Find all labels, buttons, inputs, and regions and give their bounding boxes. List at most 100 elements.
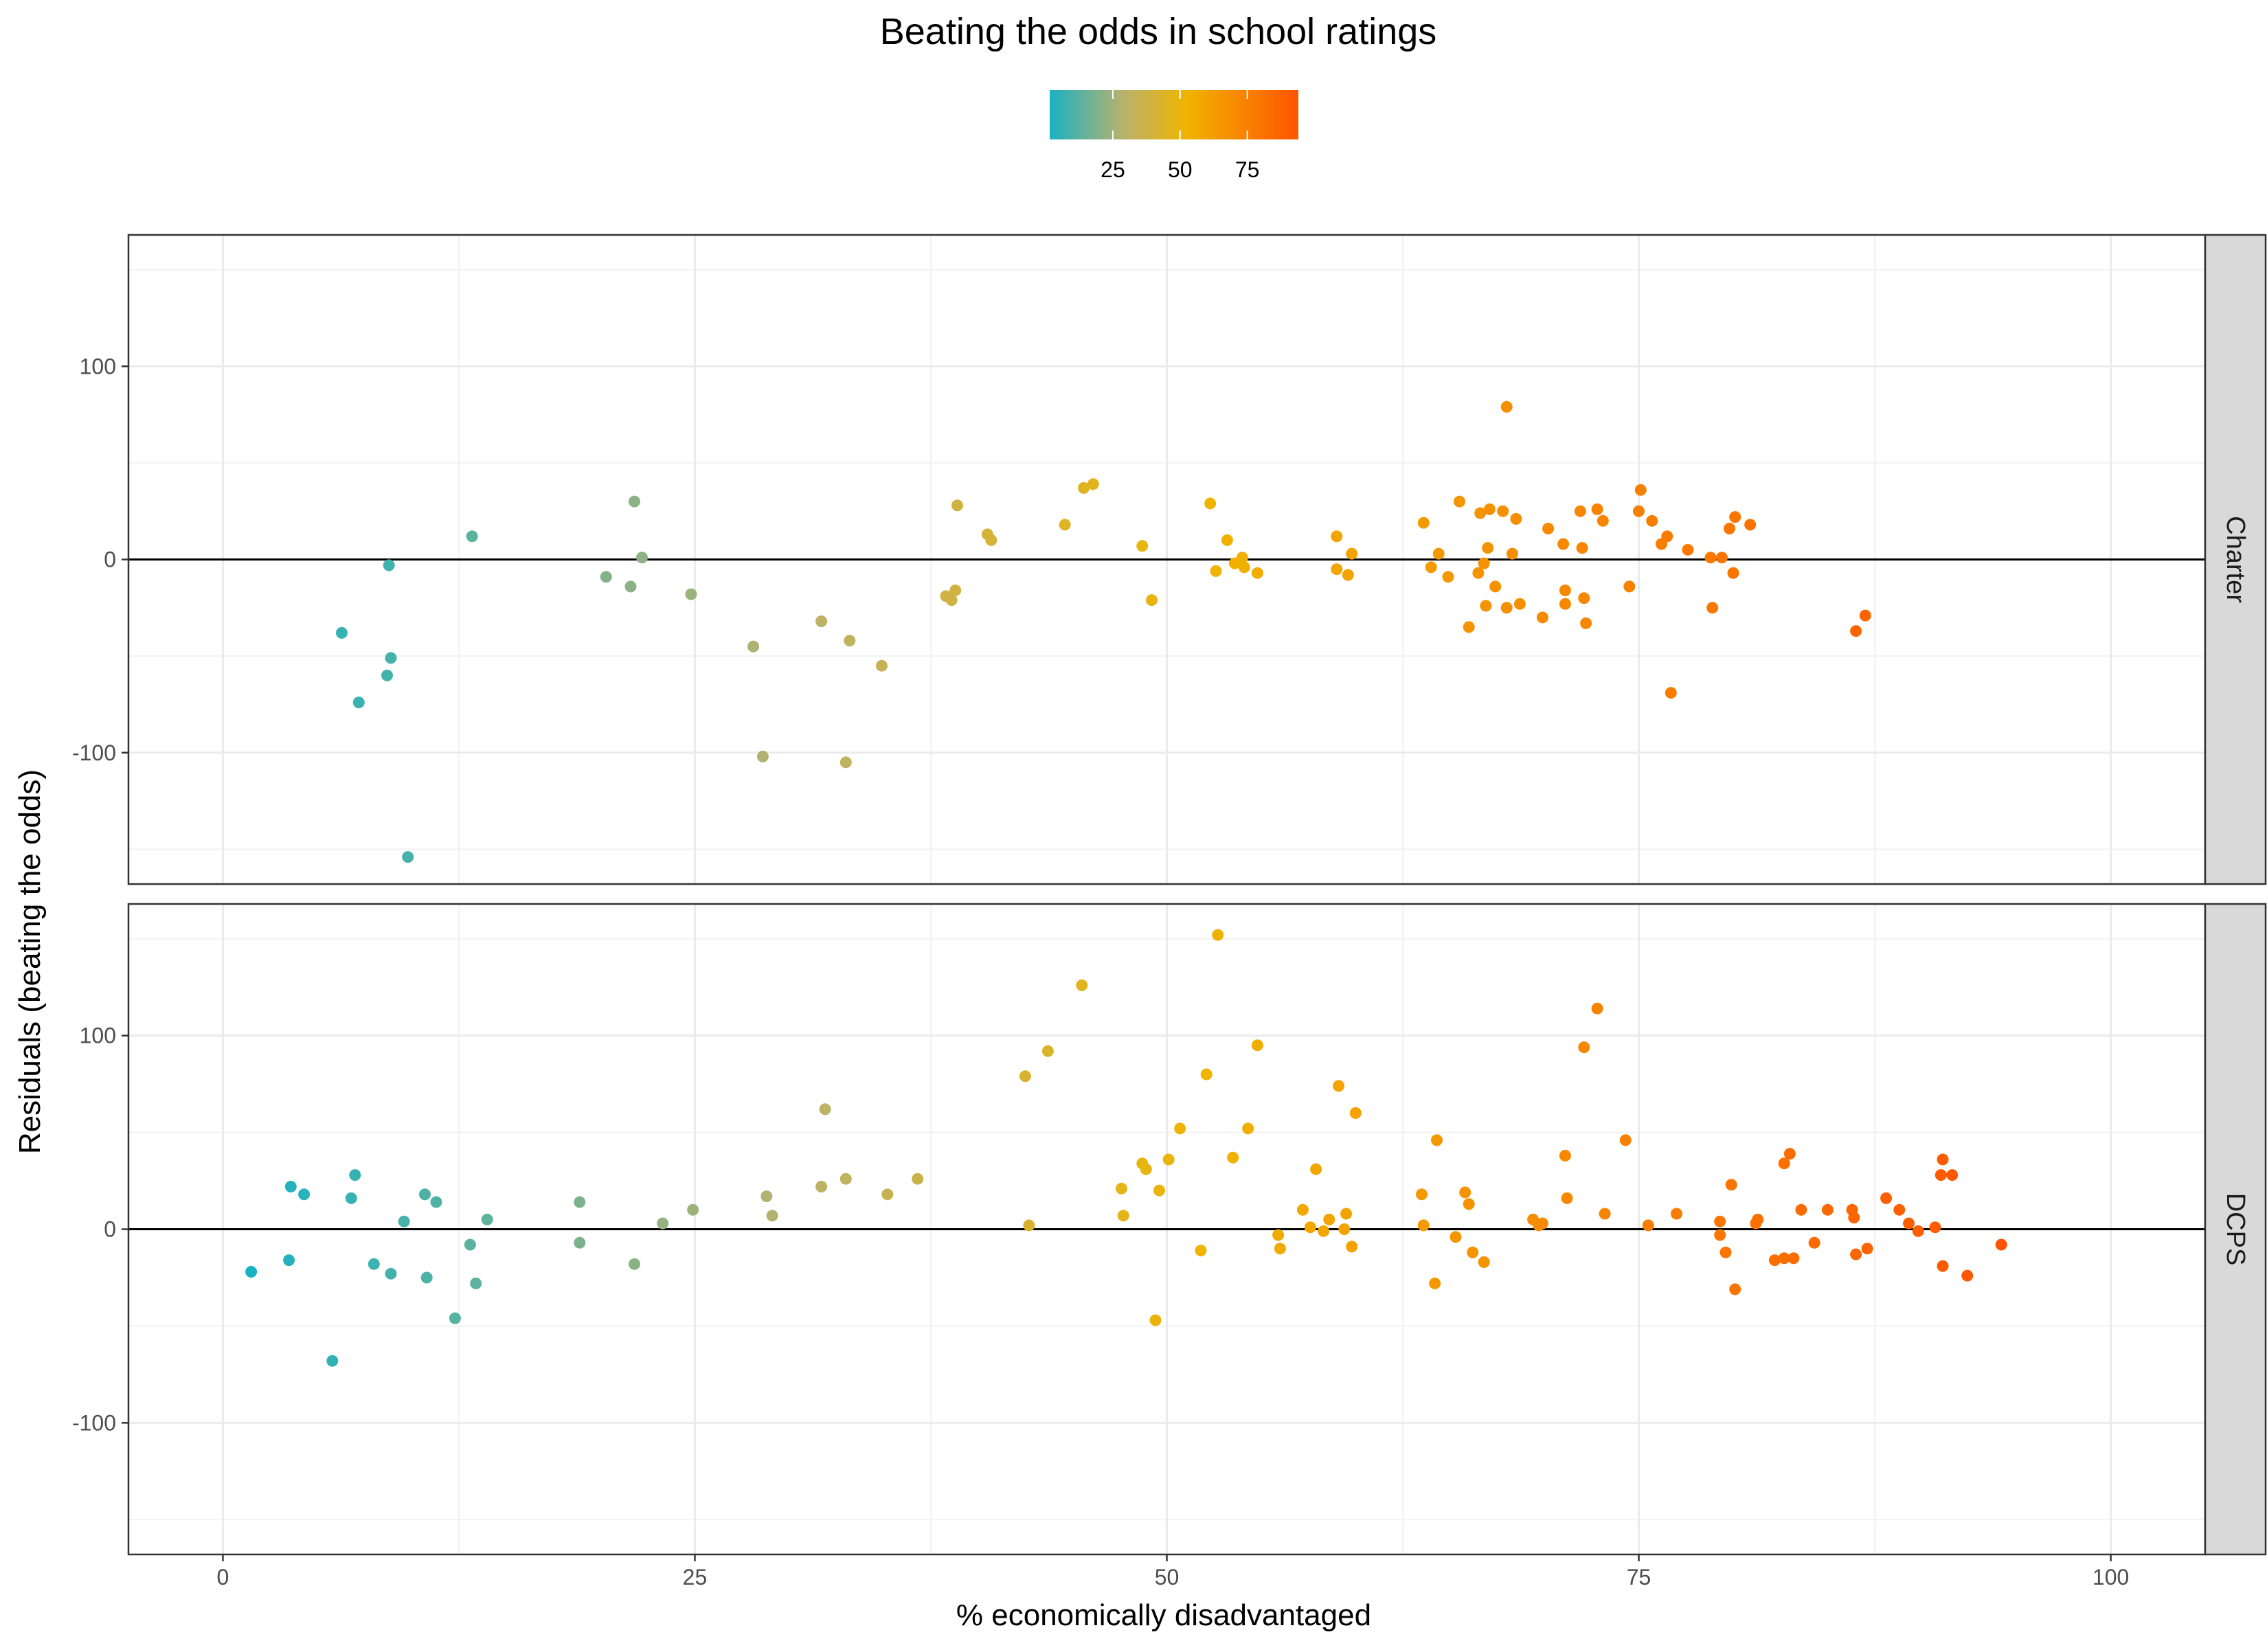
data-point xyxy=(1880,1192,1893,1204)
data-point xyxy=(1557,538,1570,550)
data-point xyxy=(945,594,958,607)
data-point xyxy=(1500,602,1513,614)
data-point xyxy=(1342,569,1354,581)
data-point xyxy=(1935,1169,1947,1181)
data-point xyxy=(1417,1219,1430,1232)
x-tick-label: 25 xyxy=(683,1565,708,1589)
data-point xyxy=(1478,1256,1490,1268)
data-point xyxy=(1591,503,1603,515)
data-point xyxy=(1506,547,1518,560)
data-point xyxy=(1251,1039,1263,1052)
data-point xyxy=(629,1258,640,1270)
data-point xyxy=(1559,585,1571,596)
data-point xyxy=(1236,552,1248,564)
legend-tick-label: 25 xyxy=(1101,157,1125,182)
data-point xyxy=(1599,1208,1611,1220)
y-tick-label: 0 xyxy=(104,1217,116,1242)
data-point xyxy=(1310,1163,1322,1175)
data-point xyxy=(1140,1163,1152,1175)
data-point xyxy=(1752,1213,1764,1225)
data-point xyxy=(1787,1252,1800,1265)
data-point xyxy=(1661,530,1673,543)
data-point xyxy=(815,615,828,627)
data-point xyxy=(636,552,648,564)
data-point xyxy=(1450,1231,1462,1243)
data-point xyxy=(1429,1277,1441,1289)
x-tick-label: 50 xyxy=(1155,1565,1180,1589)
data-point xyxy=(1204,497,1217,510)
data-point xyxy=(1795,1203,1807,1216)
data-point xyxy=(1136,540,1149,552)
data-point xyxy=(747,640,760,653)
chart-title: Beating the odds in school ratings xyxy=(880,11,1437,52)
data-point xyxy=(1251,567,1263,579)
data-point xyxy=(1318,1225,1330,1237)
data-point xyxy=(985,534,997,546)
data-point xyxy=(1727,567,1739,579)
data-point xyxy=(464,1238,476,1251)
facet-strip xyxy=(2204,903,2267,1556)
data-point xyxy=(1323,1213,1335,1225)
data-point xyxy=(381,669,393,681)
data-point xyxy=(839,756,852,769)
data-point xyxy=(402,851,414,863)
data-point xyxy=(1578,592,1590,604)
data-point xyxy=(1719,1246,1732,1258)
data-point xyxy=(624,580,637,593)
data-point xyxy=(1937,1153,1949,1166)
data-point xyxy=(481,1213,493,1225)
panel-dcps: DCPS -100 0 100 xyxy=(72,903,2267,1556)
y-tick-label: 100 xyxy=(80,354,116,378)
data-point xyxy=(1480,600,1492,612)
data-point xyxy=(1729,511,1741,523)
data-point xyxy=(349,1169,361,1181)
data-point xyxy=(1783,1148,1796,1160)
data-point xyxy=(1482,542,1494,554)
data-point xyxy=(1162,1153,1175,1166)
data-point xyxy=(1536,611,1548,624)
data-point xyxy=(1417,517,1430,529)
data-point xyxy=(1019,1070,1031,1083)
data-point xyxy=(574,1236,586,1249)
data-point xyxy=(1714,1229,1726,1241)
data-point xyxy=(284,1181,297,1192)
y-tick-label: 100 xyxy=(80,1023,116,1048)
data-point xyxy=(1195,1245,1207,1256)
data-point xyxy=(1642,1219,1654,1232)
color-legend: 25 50 75 xyxy=(1050,90,1298,182)
x-tick-label: 100 xyxy=(2093,1565,2129,1589)
data-point xyxy=(1212,929,1224,941)
y-axis-title: Residuals (beating the odds) xyxy=(13,769,47,1154)
data-point xyxy=(1859,609,1871,622)
data-point xyxy=(1542,523,1555,534)
data-point xyxy=(1714,1215,1726,1227)
data-point xyxy=(629,495,640,508)
data-point xyxy=(949,585,962,596)
facet-strip-label: DCPS xyxy=(2221,1193,2250,1266)
x-tick-label: 75 xyxy=(1627,1565,1651,1589)
data-point xyxy=(951,499,963,512)
data-point xyxy=(1078,482,1090,494)
data-point xyxy=(1513,598,1526,610)
data-point xyxy=(1619,1134,1632,1146)
data-point xyxy=(449,1312,461,1324)
data-point xyxy=(298,1188,311,1201)
data-point xyxy=(1463,621,1475,633)
data-point xyxy=(844,635,856,647)
data-point xyxy=(1559,598,1571,610)
data-point xyxy=(1597,514,1609,527)
data-point xyxy=(398,1215,410,1227)
data-point xyxy=(1497,505,1509,517)
data-point xyxy=(1929,1221,1941,1234)
y-tick-label: 0 xyxy=(104,547,116,572)
x-tick-label: 0 xyxy=(217,1565,229,1589)
data-point xyxy=(1850,1248,1862,1260)
data-point xyxy=(1744,519,1757,531)
data-point xyxy=(1561,1192,1573,1204)
data-point xyxy=(1200,1068,1213,1080)
data-point xyxy=(760,1190,773,1203)
data-point xyxy=(876,659,888,672)
data-point xyxy=(815,1181,828,1192)
